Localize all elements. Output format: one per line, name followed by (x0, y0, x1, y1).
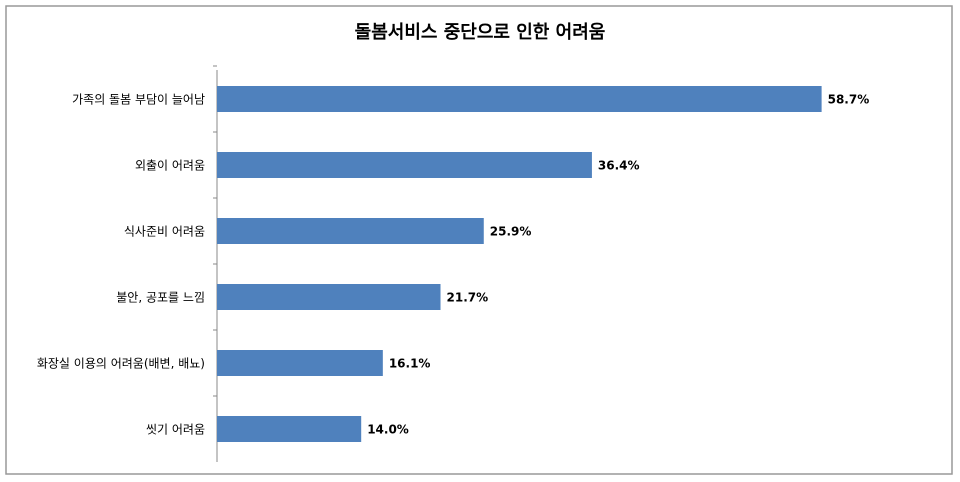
bar (217, 86, 822, 112)
category-label: 식사준비 어려움 (124, 225, 205, 239)
value-label: 58.7% (828, 93, 870, 107)
bar (217, 152, 592, 178)
value-label: 36.4% (598, 159, 640, 173)
bar (217, 350, 383, 376)
category-label: 불안, 공포를 느낌 (116, 291, 205, 305)
value-label: 21.7% (447, 291, 489, 305)
value-label: 16.1% (389, 357, 431, 371)
value-label: 25.9% (490, 225, 532, 239)
category-label: 가족의 돌봄 부담이 늘어남 (72, 93, 205, 107)
category-label: 씻기 어려움 (146, 423, 205, 437)
bar (217, 218, 484, 244)
chart-title: 돌봄서비스 중단으로 인한 어려움 (355, 22, 606, 43)
category-label: 외출이 어려움 (135, 159, 205, 173)
value-label: 14.0% (367, 423, 409, 437)
bar (217, 416, 362, 442)
category-label: 화장실 이용의 어려움(배변, 배뇨) (37, 357, 205, 371)
bar (217, 284, 441, 310)
